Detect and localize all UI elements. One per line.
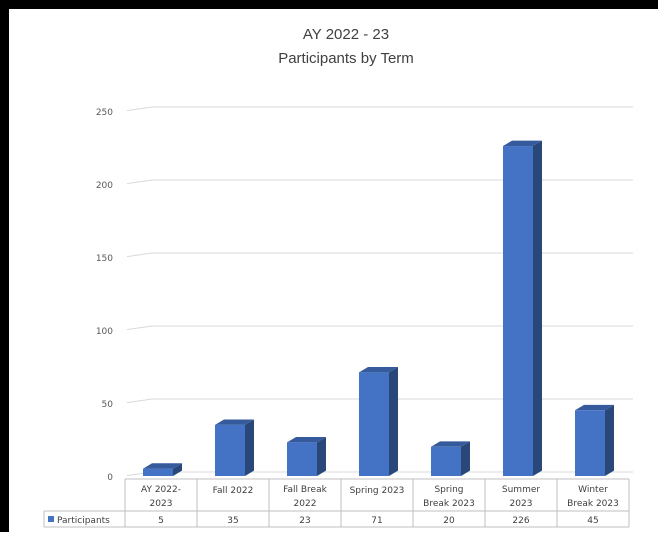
category-label: Break 2023 xyxy=(423,499,475,509)
gridline xyxy=(126,325,633,331)
gridline xyxy=(126,179,633,185)
gridline xyxy=(126,106,633,112)
bar xyxy=(431,441,470,476)
y-tick-label: 0 xyxy=(107,473,113,483)
data-table-value: 35 xyxy=(227,516,238,526)
category-label: Break 2023 xyxy=(567,499,619,509)
bar xyxy=(359,366,398,476)
y-tick-label: 50 xyxy=(102,400,114,410)
category-label: Spring 2023 xyxy=(350,486,405,496)
gridlines xyxy=(126,106,633,477)
bar xyxy=(575,404,614,476)
chart-area: AY 2022 - 23 Participants by Term 0 50 100… xyxy=(9,9,658,535)
bars xyxy=(143,140,614,477)
data-table-value: 20 xyxy=(443,516,455,526)
data-table-value: 5 xyxy=(158,516,164,526)
category-label: Fall 2022 xyxy=(213,486,254,496)
legend-label: Participants xyxy=(57,516,110,526)
category-label: AY 2022- xyxy=(141,485,181,495)
bar xyxy=(215,419,254,476)
bar xyxy=(287,437,326,476)
bar xyxy=(503,140,542,477)
category-label: 2023 xyxy=(150,499,173,509)
bar xyxy=(143,463,182,476)
legend-swatch xyxy=(48,516,54,522)
data-table-value: 23 xyxy=(299,516,310,526)
category-label: 2023 xyxy=(510,499,533,509)
y-tick-label: 100 xyxy=(96,327,113,337)
data-table-value: 226 xyxy=(512,516,529,526)
category-label: Summer xyxy=(502,485,540,495)
y-tick-label: 150 xyxy=(96,254,113,264)
bar-chart: AY 2022 - 23 Participants by Term 0 50 100… xyxy=(43,26,633,528)
y-axis-ticks: 0 50 100 150 200 250 xyxy=(96,108,113,483)
category-label: Spring xyxy=(434,485,463,495)
y-tick-label: 200 xyxy=(96,181,113,191)
category-label: Fall Break xyxy=(283,485,327,495)
category-label: 2022 xyxy=(294,499,317,509)
y-tick-label: 250 xyxy=(96,108,113,118)
category-label: Winter xyxy=(578,485,608,495)
gridline xyxy=(126,252,633,258)
data-table-value: 71 xyxy=(371,516,382,526)
gridline xyxy=(126,398,633,404)
data-table-value: 45 xyxy=(587,516,598,526)
chart-title: AY 2022 - 23 xyxy=(303,26,389,43)
chart-subtitle: Participants by Term xyxy=(278,50,414,67)
